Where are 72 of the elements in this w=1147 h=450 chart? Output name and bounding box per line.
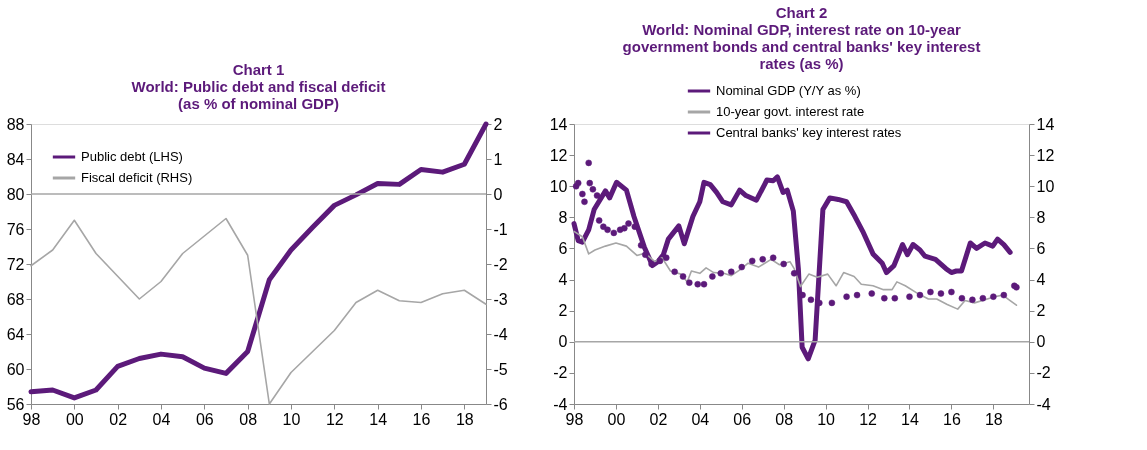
y2-tick-label: 4 <box>1036 271 1046 289</box>
legend-label: Fiscal deficit (RHS) <box>81 170 193 185</box>
y2-tick-label: 1 <box>493 150 503 168</box>
text: Chart 1 <box>232 61 285 78</box>
x-tick-label: 06 <box>195 410 214 428</box>
x-tick-label: 98 <box>22 410 41 428</box>
x-tick-label: 16 <box>943 410 961 428</box>
y-tick-label: 10 <box>549 177 568 195</box>
y-tick-label: 14 <box>549 115 568 133</box>
text: World: Public debt and fiscal deficit <box>131 78 386 95</box>
x-tick-label: 06 <box>733 410 752 428</box>
x-tick-label: 16 <box>412 410 431 428</box>
y2-tick-label: 14 <box>1036 115 1055 133</box>
y-tick-label: 56 <box>6 395 25 413</box>
y-tick-label: 84 <box>6 150 25 168</box>
y2-tick-label: -1 <box>493 220 508 238</box>
y-tick-label: -2 <box>553 364 568 382</box>
x-tick-label: 08 <box>775 410 794 428</box>
text: World: Nominal GDP, interest rate on 10-year <box>642 21 961 38</box>
y2-tick-label: 12 <box>1036 146 1055 164</box>
text: (as % of nominal GDP) <box>178 95 339 112</box>
y2-tick-label: 6 <box>1036 239 1046 257</box>
x-tick-label: 10 <box>282 410 301 428</box>
y-tick-label: 88 <box>6 115 25 133</box>
x-tick-label: 04 <box>691 410 710 428</box>
y-tick-label: 8 <box>558 208 568 226</box>
y2-tick-label: 2 <box>1036 302 1046 320</box>
x-tick-label: 18 <box>455 410 474 428</box>
y2-tick-label: 2 <box>493 115 503 133</box>
legend-label: Public debt (LHS) <box>81 149 183 164</box>
y-tick-label: 0 <box>558 333 568 351</box>
y-tick-label: 4 <box>558 271 568 289</box>
y2-tick-label: -4 <box>493 325 508 343</box>
y-tick-label: 12 <box>549 146 568 164</box>
x-tick-label: 08 <box>239 410 258 428</box>
x-tick-label: 18 <box>984 410 1003 428</box>
x-tick-label: 00 <box>607 410 626 428</box>
y2-tick-label: -3 <box>493 290 508 308</box>
y2-tick-label: 0 <box>1036 333 1046 351</box>
x-tick-label: 10 <box>817 410 836 428</box>
y2-tick-label: -2 <box>1036 364 1051 382</box>
legend-label: 10-year govt. interest rate <box>716 104 865 119</box>
y2-tick-label: 10 <box>1036 177 1055 195</box>
y-tick-label: 68 <box>6 290 25 308</box>
y-tick-label: -4 <box>553 395 568 413</box>
text: government bonds and central banks' key interest <box>622 38 981 55</box>
y2-tick-label: -6 <box>493 395 508 413</box>
y-tick-label: 2 <box>558 302 568 320</box>
text: Chart 2 <box>775 4 828 21</box>
y2-tick-label: 0 <box>493 185 503 203</box>
x-tick-label: 12 <box>325 410 344 428</box>
x-tick-label: 98 <box>565 410 584 428</box>
x-tick-label: 14 <box>901 410 919 428</box>
y2-tick-label: -4 <box>1036 395 1051 413</box>
y2-tick-label: -5 <box>493 360 508 378</box>
x-tick-label: 04 <box>152 410 171 428</box>
x-tick-label: 12 <box>859 410 878 428</box>
x-tick-label: 00 <box>65 410 84 428</box>
text: rates (as %) <box>759 55 844 72</box>
x-tick-label: 14 <box>369 410 388 428</box>
legend-label: Central banks' key interest rates <box>716 125 902 140</box>
y2-tick-label: -2 <box>493 255 508 273</box>
y-tick-label: 6 <box>558 239 568 257</box>
x-tick-label: 02 <box>649 410 668 428</box>
y2-tick-label: 8 <box>1036 208 1046 226</box>
y-tick-label: 60 <box>6 360 25 378</box>
legend-label: Nominal GDP (Y/Y as %) <box>716 83 861 98</box>
x-tick-label: 02 <box>109 410 128 428</box>
y-tick-label: 72 <box>6 255 25 273</box>
y-tick-label: 76 <box>6 220 25 238</box>
y-tick-label: 80 <box>6 185 25 203</box>
y-tick-label: 64 <box>6 325 25 343</box>
